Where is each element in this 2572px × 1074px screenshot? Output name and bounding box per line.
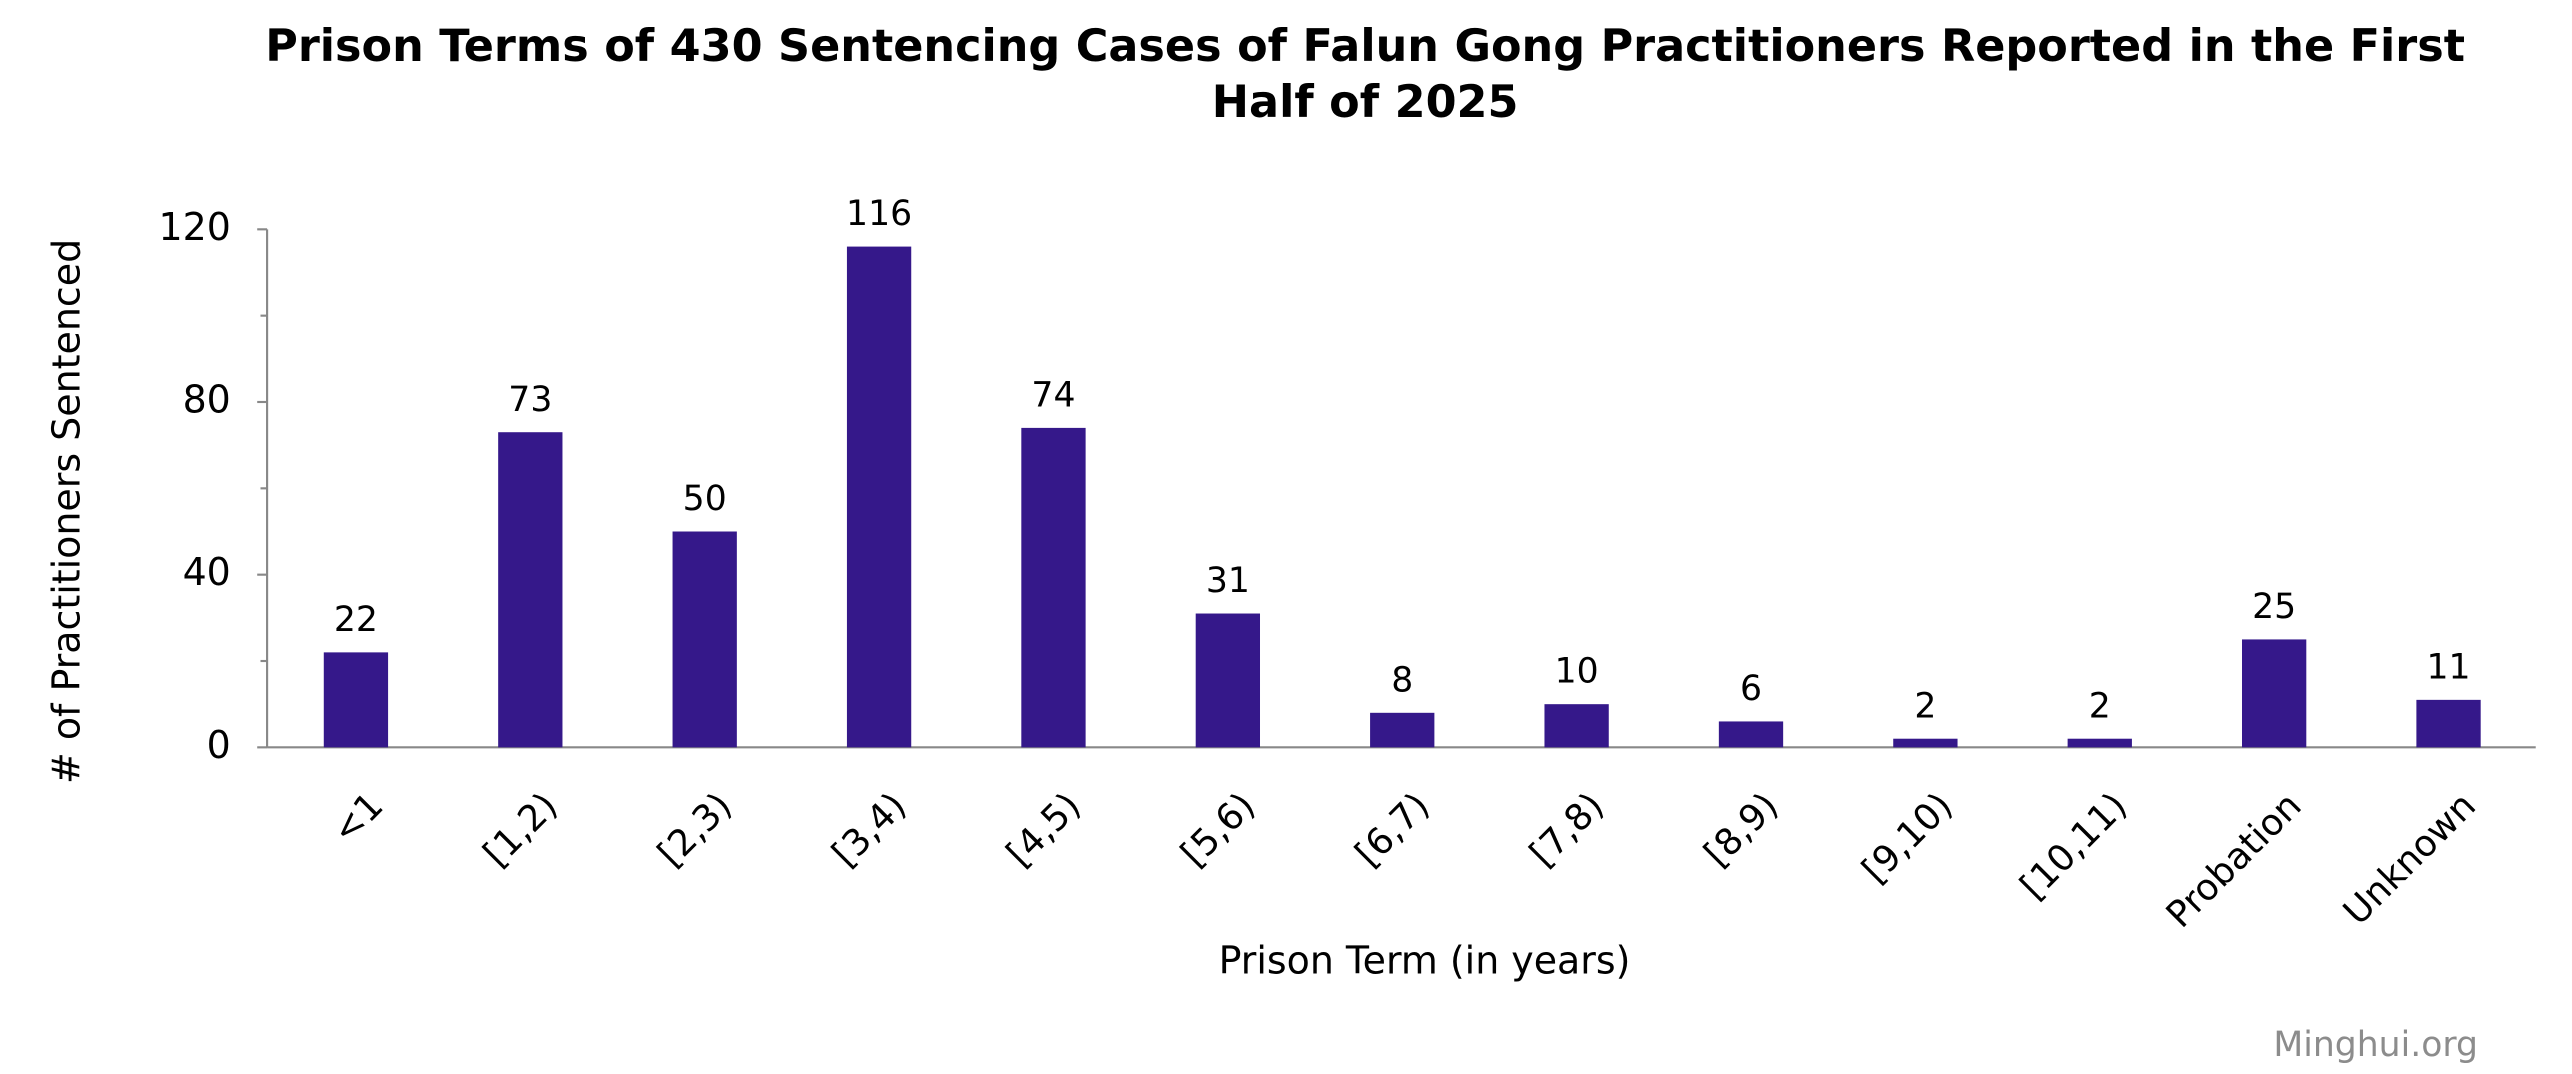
data-label: 25 (2252, 587, 2296, 627)
x-tick-label: [6,7) (1347, 784, 1438, 875)
x-tick-label: [8,9) (1695, 784, 1786, 875)
y-tick-label: 80 (183, 377, 231, 421)
bar (323, 652, 389, 748)
data-label: 11 (2427, 647, 2471, 687)
y-tick-label: 0 (207, 723, 231, 767)
bar (2416, 699, 2481, 748)
data-label: 6 (1740, 669, 1762, 709)
data-label: 2 (1914, 686, 1936, 726)
y-axis-title: # of Practitioners Sentenced (45, 239, 89, 784)
x-tick-label: [9,10) (1853, 784, 1960, 892)
x-tick-label: [4,5) (998, 784, 1089, 875)
x-tick-label: [3,4) (823, 784, 914, 875)
watermark: Minghui.org (2273, 1025, 2478, 1065)
bar (1195, 613, 1261, 748)
x-tick-label: [2,3) (649, 784, 740, 875)
y-tick-label: 40 (183, 550, 231, 594)
x-tick-label: Probation (2157, 784, 2309, 936)
data-label: 2 (2089, 686, 2111, 726)
x-tick-label: [5,6) (1172, 784, 1263, 875)
data-label: 8 (1391, 660, 1413, 700)
bar (2067, 738, 2132, 748)
data-label: 22 (334, 600, 378, 640)
x-tick-label: [1,2) (475, 784, 566, 875)
data-label: 50 (683, 479, 727, 519)
data-label: 74 (1031, 375, 1075, 415)
bar (846, 246, 912, 748)
data-label: 73 (508, 380, 552, 420)
bar (498, 432, 563, 748)
data-label: 10 (1555, 652, 1599, 692)
x-tick-label: [10,11) (2011, 784, 2135, 908)
x-tick-label: [7,8) (1521, 784, 1612, 875)
bar (672, 531, 737, 748)
bar (1893, 738, 1958, 748)
bar (1021, 427, 1086, 748)
x-tick-label: Unknown (2335, 784, 2484, 934)
bar (1718, 721, 1784, 748)
x-tick-label: <1 (323, 784, 391, 852)
data-label: 116 (846, 194, 912, 234)
data-label: 31 (1206, 561, 1250, 601)
bar (1544, 704, 1609, 748)
x-axis-title: Prison Term (in years) (1219, 938, 1631, 982)
y-tick-label: 120 (158, 205, 230, 249)
chart-title: Prison Terms of 430 Sentencing Cases of … (265, 21, 2465, 128)
bar (2242, 639, 2307, 748)
bar (1370, 712, 1435, 748)
